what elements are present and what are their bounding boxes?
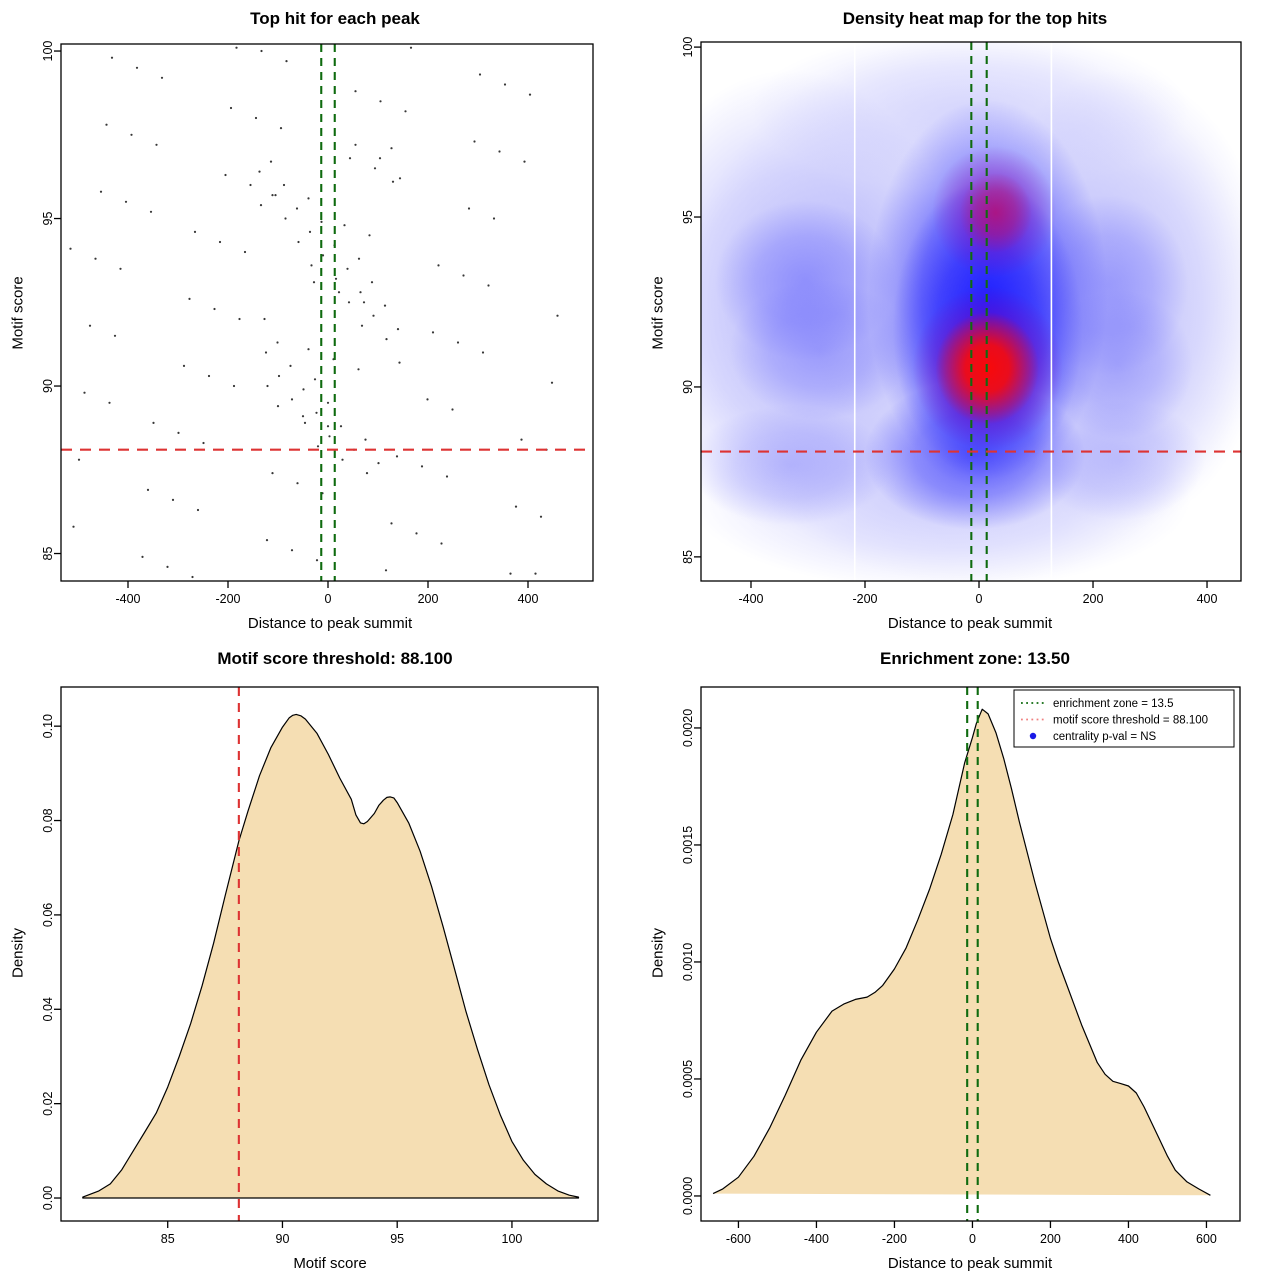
svg-text:100: 100	[41, 41, 55, 62]
svg-text:200: 200	[418, 592, 439, 606]
plot-box	[60, 43, 594, 582]
page-title: Top hit for each peak	[250, 9, 420, 28]
legend-label: enrichment zone = 13.5	[1053, 698, 1174, 710]
svg-text:600: 600	[1196, 1232, 1217, 1246]
heatmap-blobs	[701, 42, 1241, 581]
svg-text:0.0005: 0.0005	[681, 1060, 695, 1098]
panel-density-heatmap: Density heat map for the top hits Motif …	[640, 0, 1280, 640]
svg-text:400: 400	[1197, 592, 1218, 606]
heatmap-plot: -400 -200 0 200 400 85 90 95 100	[681, 37, 1242, 606]
svg-text:0: 0	[325, 592, 332, 606]
svg-text:90: 90	[41, 379, 55, 393]
svg-text:-200: -200	[215, 592, 240, 606]
svg-text:0.08: 0.08	[41, 808, 55, 832]
svg-text:95: 95	[41, 212, 55, 226]
svg-text:0.02: 0.02	[41, 1091, 55, 1115]
density-plot: -600 -400 -200 0 200 400 600 0.0000 0.0005 0.0010…	[681, 686, 1241, 1246]
density-curve	[712, 708, 1211, 1196]
svg-text:100: 100	[681, 37, 695, 58]
svg-text:90: 90	[681, 380, 695, 394]
page-title: Enrichment zone: 13.50	[880, 649, 1070, 668]
x-axis-ticks: -400 -200 0 200 400	[115, 581, 538, 606]
svg-text:85: 85	[41, 547, 55, 561]
svg-text:100: 100	[502, 1232, 523, 1246]
panel-summit-distance-density: Enrichment zone: 13.50 Density -600 -400-…	[640, 640, 1280, 1280]
svg-text:-600: -600	[726, 1232, 751, 1246]
y-axis-ticks: 85 90 95 100	[41, 41, 61, 561]
page-title: Motif score threshold: 88.100	[217, 649, 453, 668]
svg-text:0.0015: 0.0015	[681, 826, 695, 864]
y-axis-ticks: 0.00 0.02 0.04 0.06 0.08 0.10	[41, 714, 61, 1210]
svg-text:0: 0	[969, 1232, 976, 1246]
page-title: Density heat map for the top hits	[842, 9, 1108, 28]
svg-text:0: 0	[976, 592, 983, 606]
svg-text:200: 200	[1040, 1232, 1061, 1246]
y-axis-ticks: 85 90 95 100	[681, 37, 701, 564]
legend-label: centrality p-val = NS	[1053, 731, 1157, 743]
svg-text:85: 85	[681, 550, 695, 564]
svg-text:0.10: 0.10	[41, 714, 55, 738]
x-axis-title: Distance to peak summit	[247, 615, 413, 632]
panel-top-hit-scatter: Top hit for each peak Motif score -400 -2…	[0, 0, 640, 640]
svg-text:90: 90	[276, 1232, 290, 1246]
legend-dot-icon	[1029, 732, 1037, 740]
svg-text:400: 400	[518, 592, 539, 606]
svg-text:0.04: 0.04	[41, 997, 55, 1021]
plot-box	[700, 686, 1241, 1222]
legend-label: motif score threshold = 88.100	[1053, 715, 1208, 727]
x-axis-title: Motif score	[293, 1255, 367, 1272]
svg-text:-200: -200	[882, 1232, 907, 1246]
svg-text:0.0020: 0.0020	[681, 709, 695, 747]
x-axis-title: Distance to peak summit	[887, 615, 1053, 632]
scatter-points	[69, 46, 559, 579]
plot-box	[700, 41, 1242, 582]
panel-motif-score-density: Motif score threshold: 88.100 Density 85…	[0, 640, 640, 1280]
svg-text:400: 400	[1118, 1232, 1139, 1246]
svg-text:-400: -400	[738, 592, 763, 606]
svg-text:0.0010: 0.0010	[681, 943, 695, 981]
scatter-plot: -400 -200 0 200 400 85 90 95 100	[41, 41, 594, 606]
svg-text:200: 200	[1083, 592, 1104, 606]
svg-text:0.00: 0.00	[41, 1186, 55, 1210]
svg-text:95: 95	[681, 210, 695, 224]
x-axis-ticks: -400 -200 0 200 400	[738, 581, 1217, 606]
legend: enrichment zone = 13.5 motif score thresh…	[1013, 689, 1235, 748]
svg-text:85: 85	[161, 1232, 175, 1246]
svg-text:-400: -400	[804, 1232, 829, 1246]
svg-text:-200: -200	[852, 592, 877, 606]
legend-box	[1013, 689, 1235, 748]
svg-text:0.0000: 0.0000	[681, 1177, 695, 1215]
x-axis-title: Distance to peak summit	[887, 1255, 1053, 1272]
density-plot: 85 90 95 100 0.00 0.02 0.04 0.06 0.08 0.10	[41, 686, 599, 1246]
y-axis-ticks: 0.0000 0.0005 0.0010 0.0015 0.0020	[681, 709, 701, 1215]
x-axis-ticks: -600 -400 -200 0 200 400 600	[726, 1221, 1217, 1246]
plot-box	[60, 686, 599, 1222]
x-axis-ticks: 85 90 95 100	[161, 1221, 523, 1246]
density-curve	[82, 713, 580, 1199]
svg-text:-400: -400	[115, 592, 140, 606]
svg-text:95: 95	[390, 1232, 404, 1246]
svg-text:0.06: 0.06	[41, 903, 55, 927]
